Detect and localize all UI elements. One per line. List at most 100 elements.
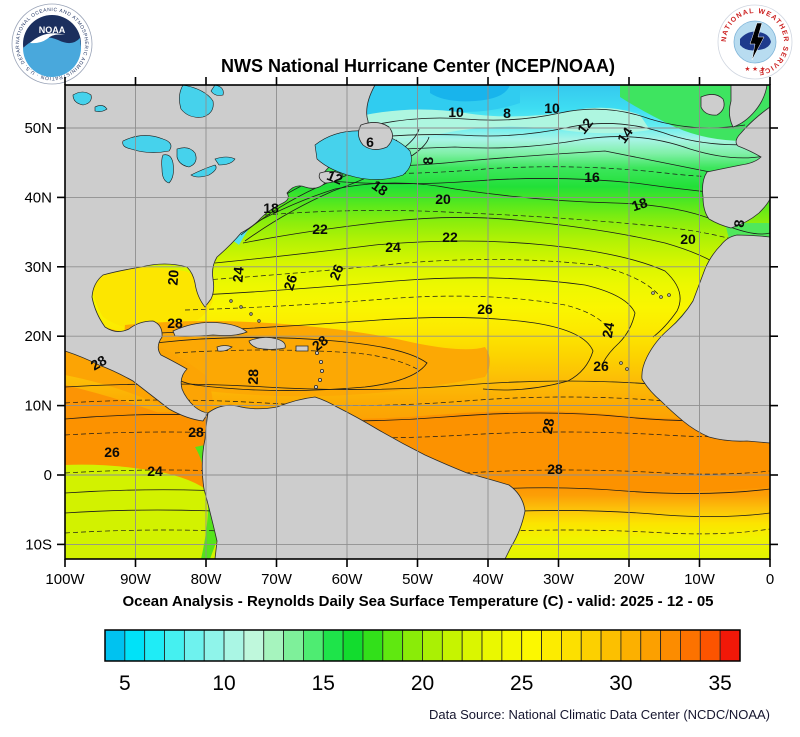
colorbar: 5 10 15 20 25 30 35 bbox=[104, 629, 741, 695]
colorbar-cell bbox=[640, 629, 662, 662]
cold-core-patch bbox=[430, 85, 510, 102]
bahamas-island bbox=[257, 319, 261, 323]
contour-label: 12 bbox=[325, 167, 346, 188]
colorbar-cell bbox=[342, 629, 364, 662]
colorbar-tick-label: 20 bbox=[411, 672, 434, 695]
x-axis-label: 80W bbox=[191, 571, 223, 588]
contour-label: 16 bbox=[584, 169, 600, 185]
colorbar-tick-label: 10 bbox=[212, 672, 235, 695]
contour-label: 20 bbox=[435, 191, 451, 207]
map-axes: 100W 90W 80W 70W 60W 50W 40W 30W 20W 10W 0 50N 40N 30… bbox=[24, 77, 778, 588]
bahamas-island bbox=[249, 312, 253, 316]
colorbar-cell bbox=[402, 629, 423, 662]
colorbar-cell bbox=[362, 629, 384, 662]
lake-ontario bbox=[214, 156, 236, 166]
jamaica-island bbox=[216, 345, 233, 352]
colorbar-cell bbox=[541, 629, 562, 662]
contour-label: 20 bbox=[164, 269, 181, 286]
contour-label: 8 bbox=[420, 156, 436, 165]
contour-label: 24 bbox=[385, 239, 401, 255]
contour-label: 22 bbox=[442, 229, 458, 245]
antilles-island bbox=[314, 350, 319, 355]
colorbar-tick-label: 5 bbox=[119, 672, 131, 695]
noaa-logo-sea bbox=[23, 37, 81, 77]
subpolar-pale-band bbox=[365, 107, 650, 139]
contour-label: 18 bbox=[263, 200, 279, 216]
lake-huron bbox=[176, 147, 197, 168]
contour-label: 26 bbox=[326, 262, 347, 283]
puerto-rico-island bbox=[295, 345, 309, 352]
contour-label: 28 bbox=[539, 417, 557, 435]
newfoundland-island bbox=[358, 122, 393, 150]
contour-label: 26 bbox=[104, 444, 120, 460]
colorbar-cell bbox=[243, 629, 265, 662]
contour-label: 6 bbox=[366, 134, 374, 150]
y-axis-label: 20N bbox=[24, 328, 52, 345]
hudson-bay-water bbox=[179, 85, 214, 118]
bahamas-island bbox=[229, 299, 233, 303]
colorbar-cell bbox=[600, 629, 622, 662]
nws-logo-lightning-icon bbox=[749, 22, 765, 61]
lake-michigan bbox=[161, 154, 174, 184]
pacific-cool-tongue bbox=[65, 464, 215, 559]
colorbar-cell bbox=[699, 629, 721, 662]
contour-label: 26 bbox=[477, 301, 493, 317]
contour-label: 26 bbox=[593, 358, 609, 374]
contour-label: 8 bbox=[731, 219, 748, 228]
colorbar-cell bbox=[124, 629, 146, 662]
y-axis-label: 10S bbox=[25, 536, 52, 553]
colorbar-labels: 5 10 15 20 25 30 35 bbox=[119, 672, 732, 695]
colorbar-cell bbox=[620, 629, 642, 662]
lake-winnipeg bbox=[72, 91, 92, 106]
x-axis-label: 30W bbox=[543, 571, 575, 588]
colorbar-tick-label: 15 bbox=[312, 672, 335, 695]
contour-label: 10 bbox=[448, 104, 464, 120]
x-axis-label: 20W bbox=[614, 571, 646, 588]
data-source-text: Data Source: National Climatic Data Cent… bbox=[429, 707, 770, 722]
caribbean-warm-water bbox=[124, 321, 490, 397]
x-axis-label: 50W bbox=[402, 571, 434, 588]
colorbar-cell bbox=[303, 629, 324, 662]
colorbar-tick-label: 25 bbox=[510, 672, 533, 695]
contour-label: 28 bbox=[167, 315, 183, 331]
colorbar-cell bbox=[501, 629, 523, 662]
noaa-logo: NATIONAL OCEANIC AND ATMOSPHERIC ADMINIS… bbox=[11, 3, 93, 85]
colorbar-cell bbox=[382, 629, 404, 662]
canary-island bbox=[651, 291, 655, 295]
lake-erie bbox=[190, 164, 217, 178]
antilles-island bbox=[319, 368, 324, 373]
cape-verde-island bbox=[619, 361, 623, 365]
y-axis-label: 10N bbox=[24, 398, 52, 415]
colorbar-cell bbox=[422, 629, 443, 662]
colorbar-cell bbox=[144, 629, 165, 662]
colorbar-cells bbox=[104, 629, 741, 662]
contour-label: 22 bbox=[312, 221, 328, 237]
contour-label: 10 bbox=[544, 100, 560, 116]
colorbar-cell bbox=[461, 629, 483, 662]
colorbar-cell bbox=[203, 629, 225, 662]
nws-logo-stars: ★ ★ ★ bbox=[744, 65, 765, 73]
nova-scotia bbox=[318, 171, 344, 184]
small-lake bbox=[94, 105, 108, 112]
bahamas-island bbox=[239, 305, 243, 309]
africa-land bbox=[641, 234, 770, 444]
x-axis-label: 10W bbox=[684, 571, 716, 588]
contour-label: 28 bbox=[88, 352, 110, 374]
colorbar-cell bbox=[580, 629, 602, 662]
graticule bbox=[65, 85, 770, 559]
colorbar-cell bbox=[660, 629, 681, 662]
contour-label: 24 bbox=[599, 321, 617, 339]
colorbar-cell bbox=[183, 629, 205, 662]
colorbar-cell bbox=[521, 629, 542, 662]
colorbar-cell bbox=[481, 629, 503, 662]
x-axis-label: 100W bbox=[45, 571, 85, 588]
x-axis-label: 70W bbox=[261, 571, 293, 588]
contour-label: 20 bbox=[680, 231, 696, 247]
colorbar-cell bbox=[322, 629, 344, 662]
contour-label: 18 bbox=[630, 194, 650, 214]
y-axis-label: 50N bbox=[24, 120, 52, 137]
contour-label: 28 bbox=[188, 424, 204, 440]
